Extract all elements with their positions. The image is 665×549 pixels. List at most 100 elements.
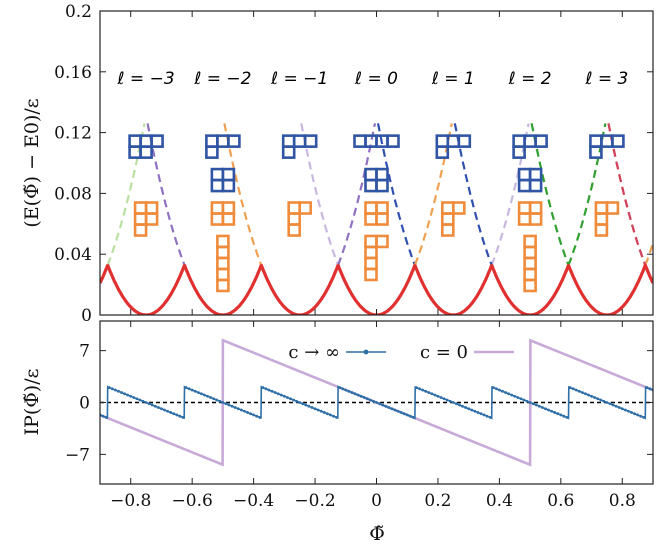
young-cell [517, 212, 532, 226]
young-cell [534, 134, 548, 148]
young-diagram-12 [435, 134, 472, 159]
c-infinity-point [356, 393, 360, 397]
dashed-branch-8 [453, 123, 493, 266]
dashed-branch-13 [607, 123, 647, 266]
c-infinity-point [522, 398, 526, 402]
c-infinity-point [286, 396, 289, 399]
young-cell [523, 278, 537, 293]
bot-xtick-label-5: 0.2 [424, 491, 451, 511]
young-cell [216, 234, 230, 249]
young-cell [281, 145, 296, 159]
young-cell [144, 201, 159, 215]
c-infinity-point [375, 401, 378, 404]
c-infinity-point [544, 407, 547, 411]
band-label-2: ℓ = −1 [270, 69, 328, 89]
c-infinity-point [565, 416, 569, 419]
young-cell [210, 201, 225, 215]
c-infinity-point [442, 397, 446, 401]
young-cell [298, 201, 312, 215]
x-axis-label: Φ̃ [369, 523, 385, 545]
c-infinity-point [384, 404, 388, 408]
young-diagram-3 [210, 167, 236, 193]
young-cell [611, 134, 625, 148]
c-infinity-point [427, 391, 431, 394]
c-infinity-point [642, 416, 646, 419]
band-label-0: ℓ = −3 [117, 69, 175, 89]
young-cell [205, 145, 219, 159]
young-cell [287, 212, 301, 226]
legend-label-c-infinity: c → ∞ [288, 342, 340, 363]
c-infinity-point [301, 402, 305, 406]
c-infinity-point [218, 399, 222, 403]
c-infinity-point [559, 413, 563, 417]
young-cell [589, 145, 603, 159]
c-infinity-point [525, 399, 529, 403]
c-infinity-point [215, 398, 219, 402]
c-infinity-point [279, 393, 283, 397]
c-infinity-point [451, 401, 455, 404]
young-cell [364, 167, 378, 182]
c-infinity-point [255, 414, 259, 418]
young-cell [512, 134, 526, 148]
band-labels: ℓ = −3 ℓ = −2 ℓ = −1 ℓ = 0 ℓ = 1 ℓ = 2 ℓ = 3 [117, 69, 629, 89]
young-cell [589, 134, 603, 148]
bottom-x-ticks: −0.8 −0.6 −0.4 −0.2 0 0.2 0.4 0.6 0.8 [110, 321, 636, 511]
c-infinity-point [424, 389, 428, 393]
c-infinity-point [605, 401, 609, 404]
c-infinity-point [611, 403, 615, 407]
c-infinity-point [485, 414, 489, 418]
c-infinity-point [402, 412, 406, 416]
bot-xtick-label-6: 0.4 [486, 491, 513, 511]
c-infinity-point [445, 398, 449, 402]
c-infinity-point [135, 397, 139, 401]
young-diagram-2 [205, 134, 241, 159]
c-infinity-point [304, 403, 308, 407]
c-infinity-point [264, 387, 268, 391]
c-infinity-point [593, 396, 597, 399]
young-cell [594, 212, 609, 226]
young-cell [364, 245, 378, 260]
c-infinity-point [479, 412, 483, 416]
dashed-branch-2 [223, 123, 263, 266]
c-infinity-point [488, 416, 492, 419]
young-cell [375, 178, 389, 193]
c-infinity-point [209, 396, 213, 399]
young-cell [210, 178, 225, 193]
c-infinity-point [439, 396, 443, 399]
c-infinity-point [292, 398, 295, 402]
legend-label-c-zero: c = 0 [420, 342, 468, 363]
young-cell [353, 134, 367, 148]
c-infinity-point [319, 409, 323, 413]
top-y-axis-label: (E(Φ̃) − E0)/ε [21, 98, 43, 227]
c-infinity-point [353, 392, 357, 396]
c-infinity-point [393, 408, 397, 412]
young-diagram-17 [523, 234, 537, 293]
c-infinity-point [212, 397, 216, 401]
dashed-branch-12 [607, 123, 647, 266]
c-infinity-point [175, 413, 179, 417]
c-infinity-point [338, 386, 342, 389]
young-cell [133, 212, 148, 226]
young-cell [364, 212, 378, 226]
c-infinity-point [473, 409, 477, 413]
c-infinity-point [421, 388, 424, 392]
c-infinity-point [344, 388, 348, 392]
c-infinity-point [408, 414, 412, 418]
c-infinity-point [117, 389, 120, 393]
young-cell [517, 167, 532, 182]
c-infinity-point [541, 406, 544, 409]
c-infinity-point [504, 391, 507, 394]
bottom-panel: 7 0 −7 −0.8 −0.6 −0.4 −0.2 0 0.2 0.4 0.6 0.8 c → ∞… [21, 320, 654, 545]
c-infinity-point [187, 387, 191, 391]
c-infinity-point [590, 394, 593, 398]
dashed-branch-0 [106, 123, 146, 266]
c-infinity-point [513, 394, 517, 398]
c-infinity-point [261, 386, 265, 389]
c-infinity-point [411, 416, 415, 419]
c-infinity-point [458, 403, 461, 407]
c-infinity-point [497, 388, 501, 392]
c-infinity-point [113, 388, 117, 392]
dashed-branch-10 [567, 123, 607, 266]
c-infinity-point [172, 412, 176, 416]
c-infinity-point [230, 404, 234, 408]
